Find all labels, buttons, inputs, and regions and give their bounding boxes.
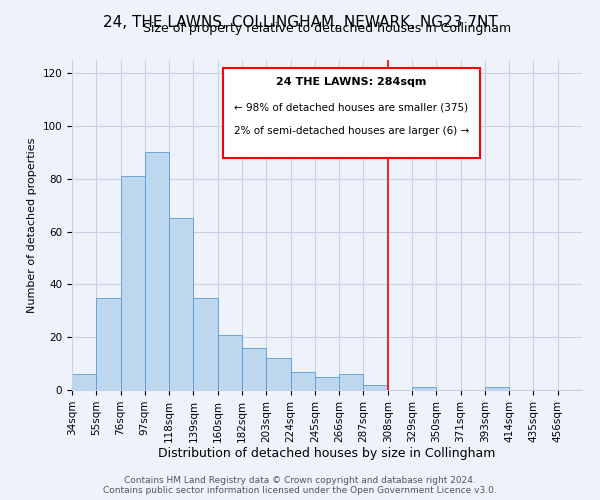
Text: 24, THE LAWNS, COLLINGHAM, NEWARK, NG23 7NT: 24, THE LAWNS, COLLINGHAM, NEWARK, NG23 … bbox=[103, 15, 497, 30]
Text: ← 98% of detached houses are smaller (375): ← 98% of detached houses are smaller (37… bbox=[234, 102, 469, 112]
Bar bbox=[364, 384, 388, 390]
FancyBboxPatch shape bbox=[223, 68, 480, 158]
Bar bbox=[121, 176, 145, 390]
Bar bbox=[145, 152, 169, 390]
Text: 24 THE LAWNS: 284sqm: 24 THE LAWNS: 284sqm bbox=[276, 77, 427, 87]
Bar bbox=[218, 334, 242, 390]
Bar bbox=[339, 374, 364, 390]
Bar bbox=[266, 358, 290, 390]
Bar bbox=[290, 372, 315, 390]
Title: Size of property relative to detached houses in Collingham: Size of property relative to detached ho… bbox=[143, 22, 511, 35]
Bar bbox=[169, 218, 193, 390]
Bar bbox=[72, 374, 96, 390]
X-axis label: Distribution of detached houses by size in Collingham: Distribution of detached houses by size … bbox=[158, 448, 496, 460]
Bar bbox=[315, 377, 339, 390]
Bar bbox=[96, 298, 121, 390]
Text: Contains HM Land Registry data © Crown copyright and database right 2024.
Contai: Contains HM Land Registry data © Crown c… bbox=[103, 476, 497, 495]
Bar bbox=[485, 388, 509, 390]
Y-axis label: Number of detached properties: Number of detached properties bbox=[27, 138, 37, 312]
Bar bbox=[193, 298, 218, 390]
Bar bbox=[412, 388, 436, 390]
Text: 2% of semi-detached houses are larger (6) →: 2% of semi-detached houses are larger (6… bbox=[233, 126, 469, 136]
Bar bbox=[242, 348, 266, 390]
